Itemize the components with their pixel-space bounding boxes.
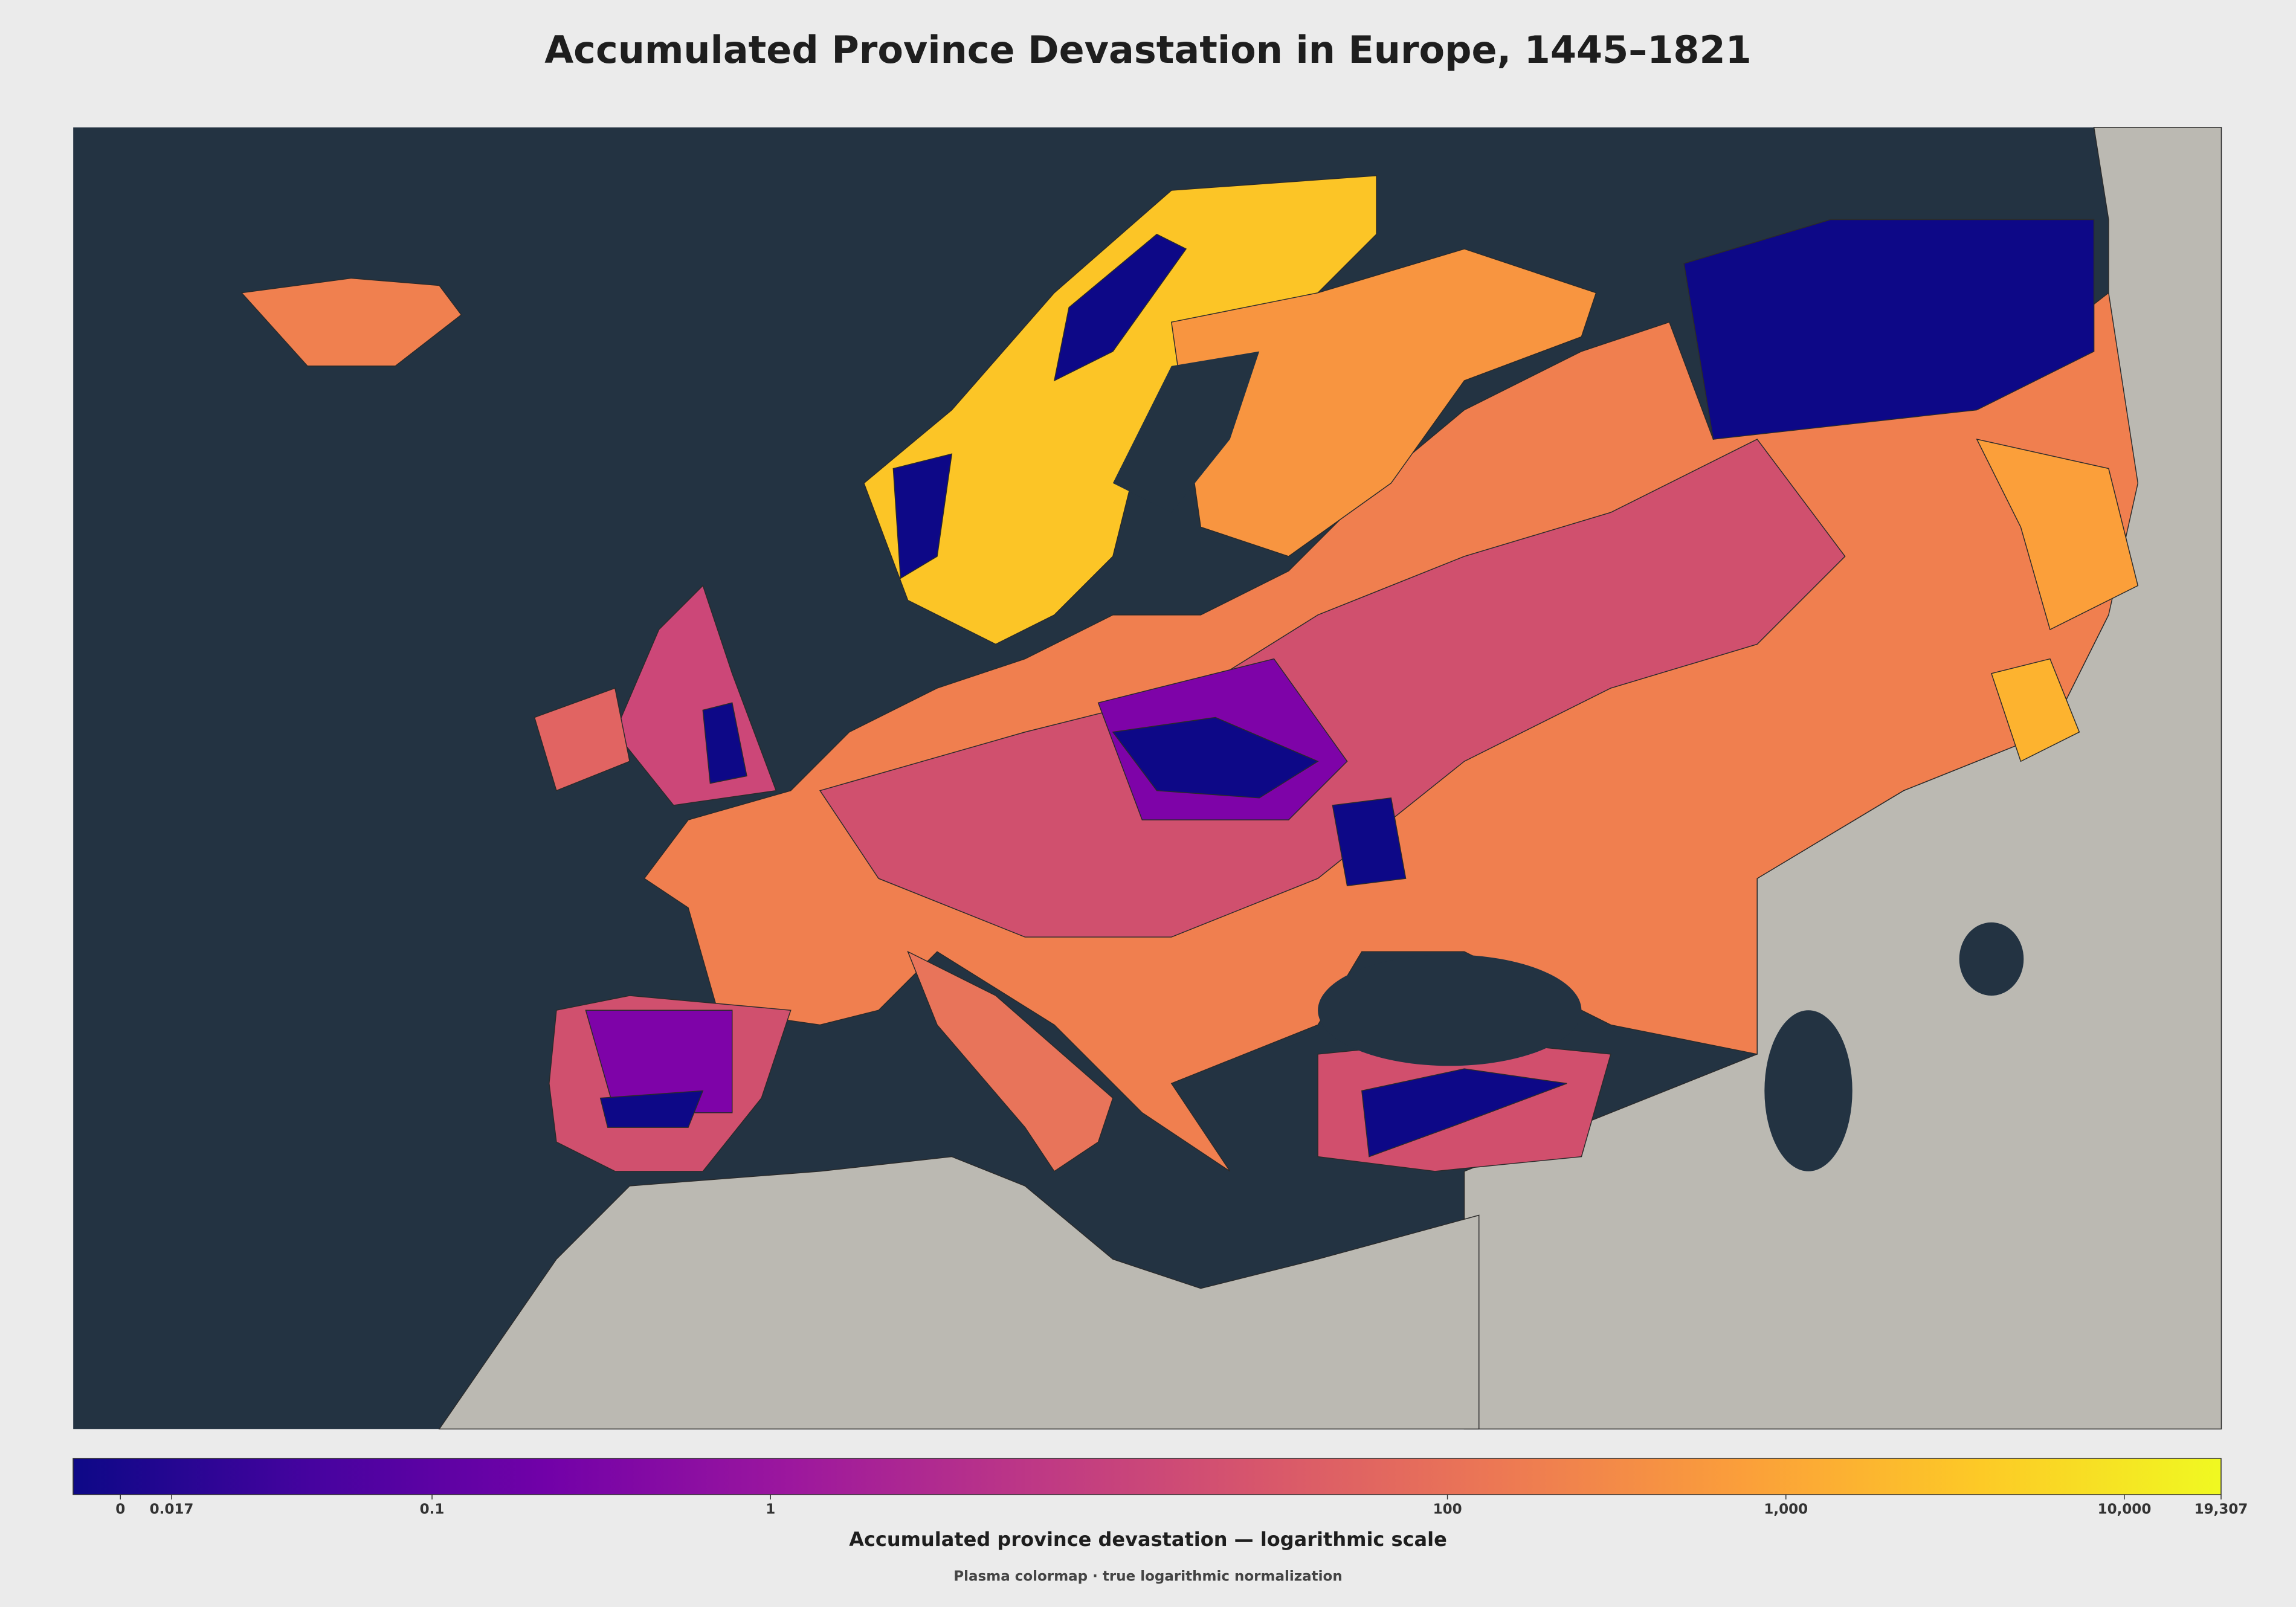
iberia-low	[599, 1090, 704, 1128]
map	[73, 127, 2222, 1430]
map-title: Accumulated Province Devastation in Euro…	[544, 28, 1752, 72]
colorbar-ticks: 0 0.017 0.1 1 100 1,000 10,000 19,307	[115, 1495, 2248, 1518]
britain-low	[702, 702, 747, 784]
colorbar-note: Plasma colormap · true logarithmic norma…	[953, 1569, 1342, 1585]
colorbar-tick-label: 100	[1433, 1502, 1462, 1518]
colorbar-tick-label: 0.1	[420, 1502, 445, 1518]
east-high	[1976, 439, 2139, 631]
black-sea	[1318, 955, 1582, 1066]
caspian-sea	[1764, 1010, 1853, 1171]
colorbar-tick-label: 1	[766, 1502, 775, 1518]
norway-low	[892, 453, 953, 579]
colorbar	[73, 1458, 2222, 1495]
colorbar-tick-label: 0	[115, 1502, 125, 1518]
colorbar-tick-label: 1,000	[1764, 1502, 1808, 1518]
italy	[907, 950, 1114, 1172]
colorbar-label: Accumulated province devastation — logar…	[849, 1528, 1447, 1551]
ireland	[534, 688, 630, 791]
baltic	[1112, 351, 1260, 513]
anatolia-low	[1361, 1068, 1567, 1158]
colorbar-tick-label: 19,307	[2194, 1502, 2248, 1518]
colorbar-tick-label: 10,000	[2098, 1502, 2152, 1518]
poland-low	[1112, 717, 1319, 799]
iberia-mid	[585, 1010, 733, 1113]
russia-north	[1683, 219, 2095, 440]
norway-low-2	[1053, 233, 1187, 382]
iceland	[240, 277, 462, 367]
colorbar-tick-label: 0.017	[150, 1502, 194, 1518]
north-africa	[438, 1156, 1480, 1430]
finland	[1170, 248, 1597, 557]
central-europe	[819, 439, 1846, 938]
east-peak	[1991, 658, 2080, 762]
ukraine-low	[1332, 797, 1407, 887]
aral-sea	[1959, 922, 2024, 996]
